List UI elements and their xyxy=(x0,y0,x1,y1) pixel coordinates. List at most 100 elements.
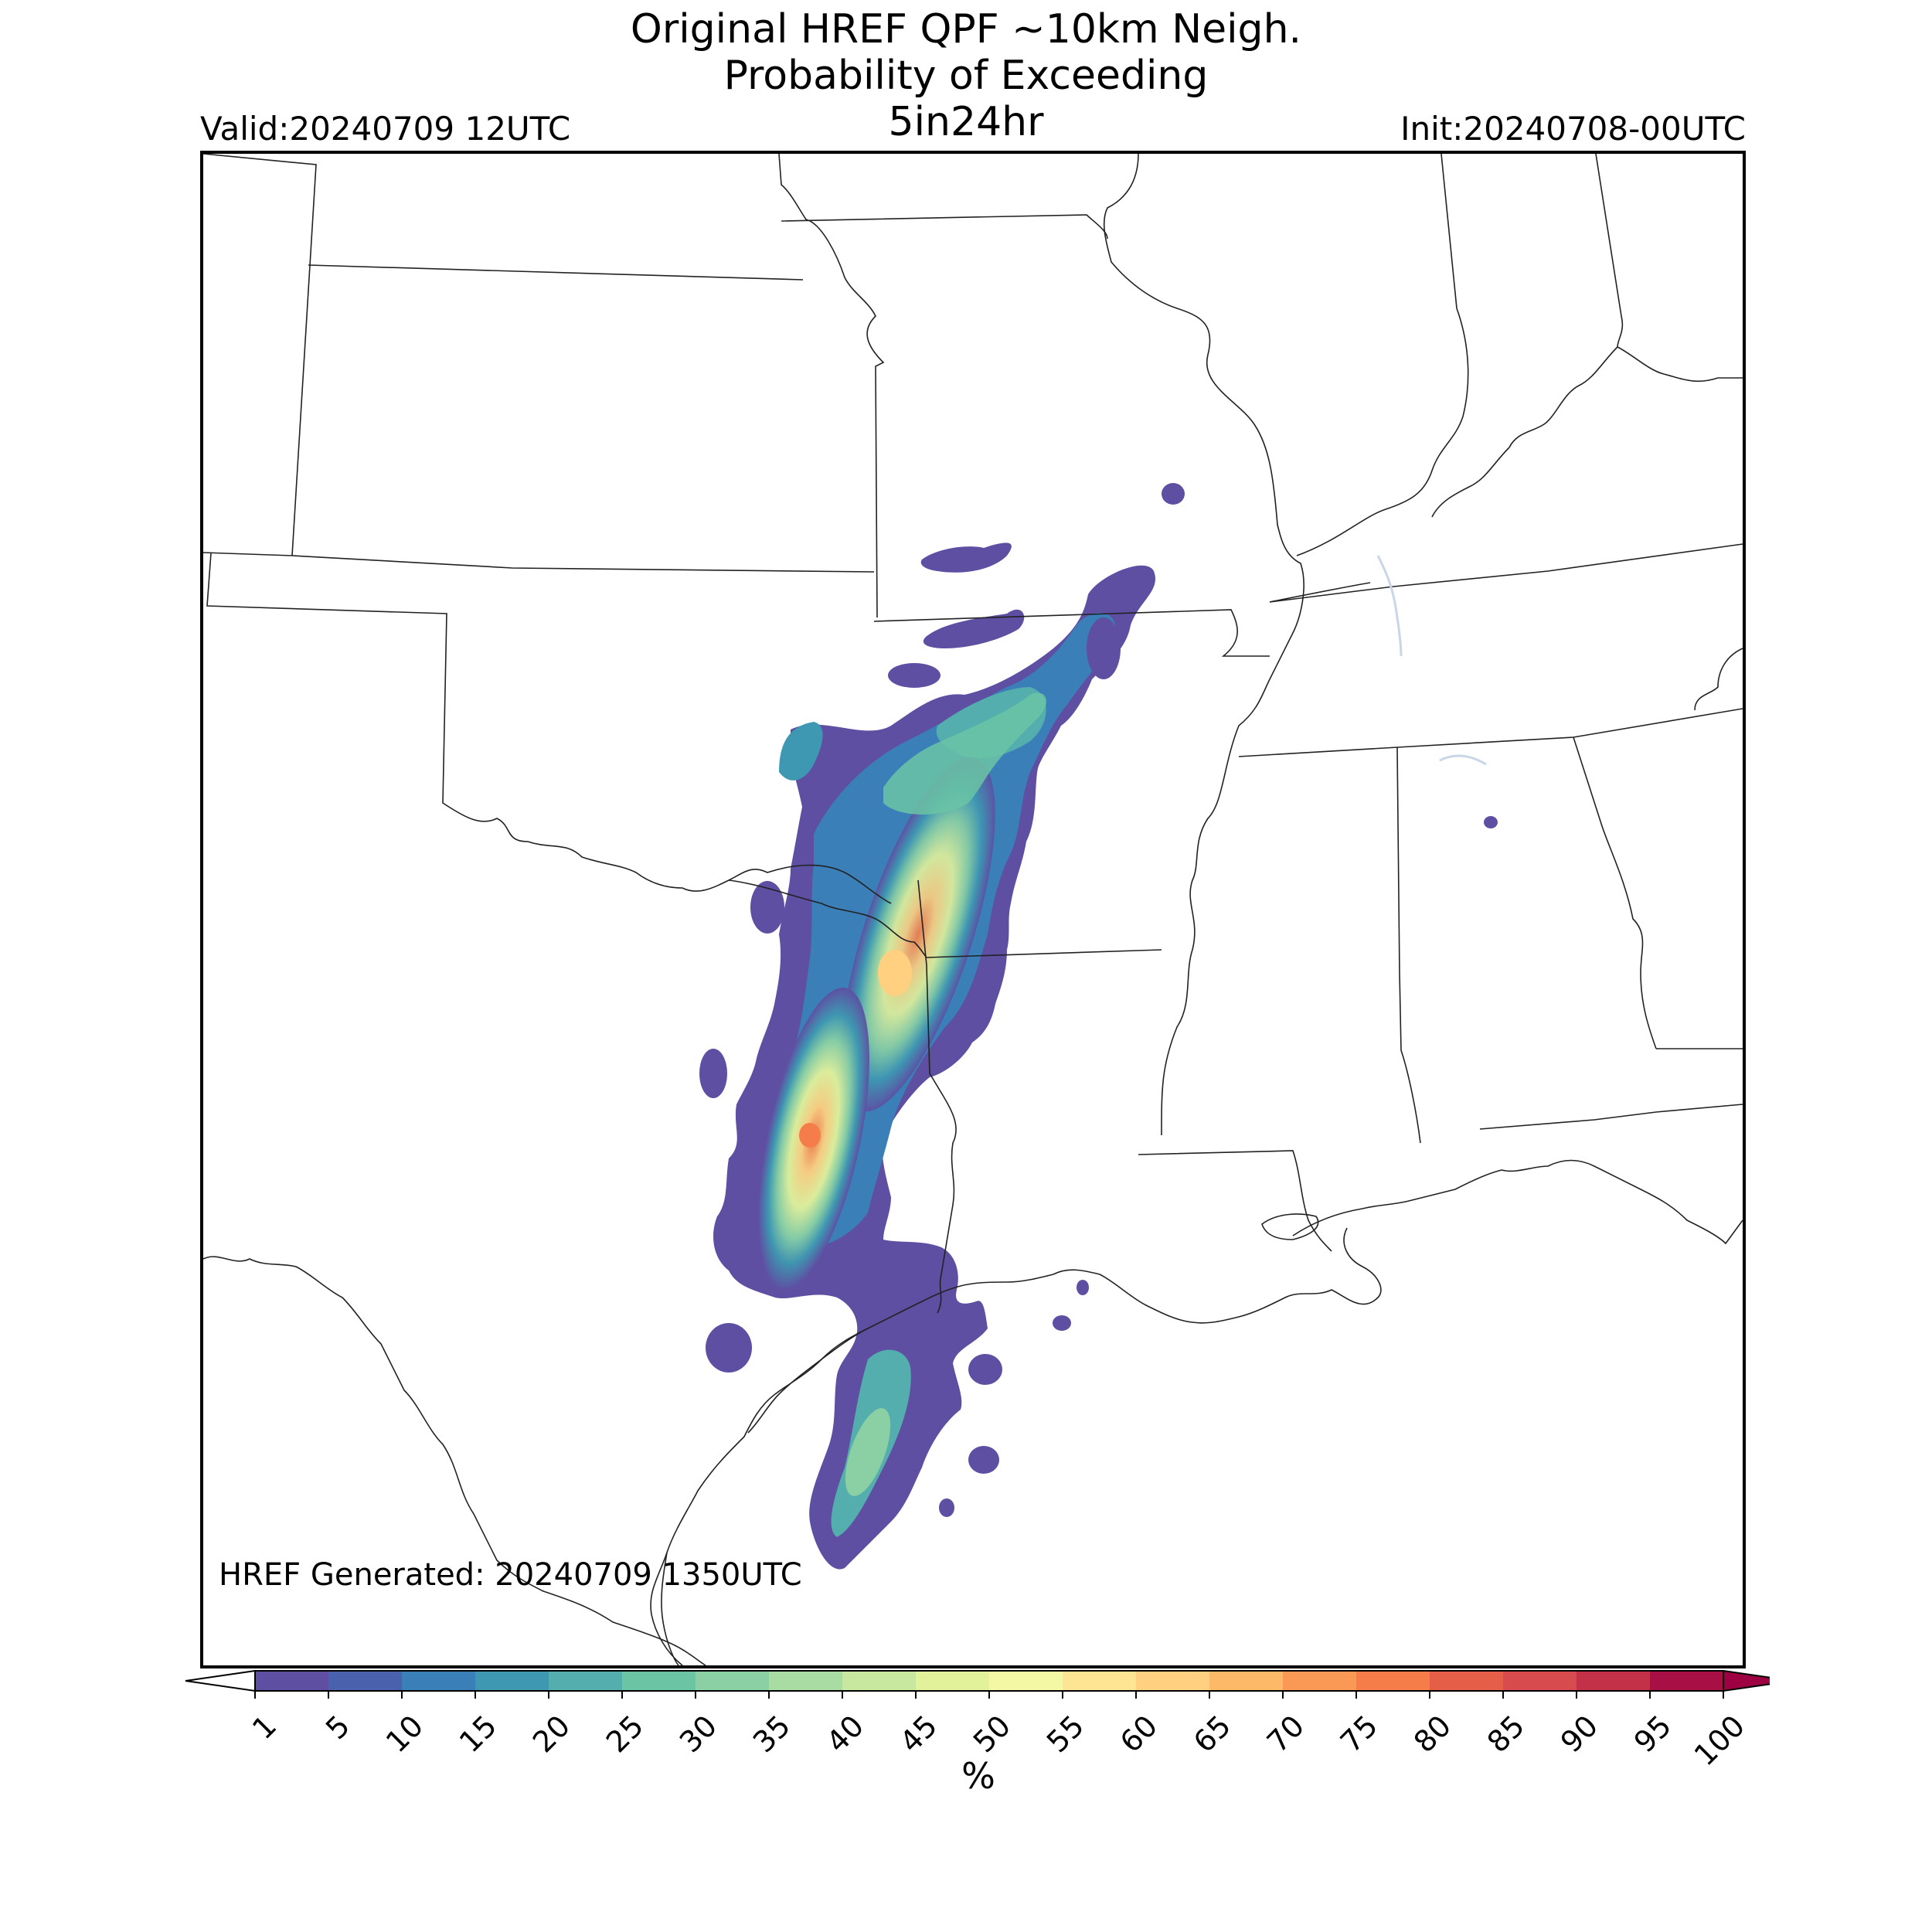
lakes xyxy=(1376,555,1487,766)
colorbar-bin-40 xyxy=(842,1671,917,1691)
tennessee-mississippi-border xyxy=(1238,708,1743,757)
ohio-river-kentucky xyxy=(1431,346,1618,518)
mississippi-alabama-border xyxy=(1396,747,1421,1144)
title-line-3: 5in24hr xyxy=(888,99,1044,145)
missouri-illinois-river xyxy=(1103,154,1304,1136)
red-river-texas-oklahoma xyxy=(728,879,927,958)
probability-map xyxy=(203,154,1743,1665)
colorbar-bin-10 xyxy=(402,1671,476,1691)
rain-cell-texas-south xyxy=(706,1323,752,1372)
rain-max xyxy=(799,1123,821,1148)
rain-band-oklahoma-arm xyxy=(779,722,823,781)
gulf-coastline-louisiana xyxy=(1053,1227,1382,1324)
init-time-label: Init:20240708-00UTC xyxy=(1400,110,1746,148)
colorbar-bin-95 xyxy=(1650,1671,1724,1691)
colorbar-tick-label: 15 xyxy=(453,1709,503,1759)
colorbar-tick-label: 45 xyxy=(893,1709,944,1759)
texas-arkansas-border xyxy=(917,879,944,1097)
gulf-coastline-texas xyxy=(650,1274,1054,1665)
colorbar-bin-55 xyxy=(1063,1671,1137,1691)
colorbar-tick-label: 95 xyxy=(1628,1709,1678,1759)
colorbar-tick-label: 85 xyxy=(1481,1709,1531,1759)
texas-louisiana-border xyxy=(937,1096,957,1314)
illinois-indiana-border xyxy=(1296,154,1469,556)
colorbar-tick-label: 1 xyxy=(246,1709,283,1746)
colorbar-tick-label: 80 xyxy=(1407,1709,1458,1759)
colorbar-tick-label: 65 xyxy=(1187,1709,1237,1759)
louisiana-mississippi-border xyxy=(1138,1150,1332,1252)
colorbar-bin-60 xyxy=(1136,1671,1210,1691)
rain-cell-gulf-3 xyxy=(939,1498,954,1517)
matagorda-barrier xyxy=(747,1328,869,1434)
colorbar-tick-label: 90 xyxy=(1554,1709,1604,1759)
indiana-ohio-river xyxy=(1595,154,1743,383)
illinois-kentucky-border xyxy=(1269,582,1371,603)
tennessee-east-boundary xyxy=(1694,648,1743,711)
kentucky-tennessee-border xyxy=(1269,543,1743,603)
colorbar-bin-75 xyxy=(1356,1671,1430,1691)
title-line-1: Original HREF QPF ~10km Neigh. xyxy=(630,6,1302,53)
oklahoma-panhandle xyxy=(206,553,892,904)
colorbar-tick-label: 35 xyxy=(747,1709,797,1759)
colorbar-bin-30 xyxy=(696,1671,770,1691)
colorbar-bin-70 xyxy=(1283,1671,1357,1691)
rain-gulf-core xyxy=(845,1408,891,1496)
colorbar-tick-label: 40 xyxy=(820,1709,870,1759)
colorbar-bin-20 xyxy=(549,1671,623,1691)
rain-band-core-north xyxy=(841,757,995,1112)
colorbar-bin-1 xyxy=(255,1671,329,1691)
colorbar-tick-label: 5 xyxy=(319,1709,356,1746)
rain-cell-missouri xyxy=(1162,483,1185,505)
alabama-georgia-border xyxy=(1573,736,1657,1049)
colorbar-bin-5 xyxy=(328,1671,403,1691)
colorbar-tick-label: 100 xyxy=(1688,1709,1751,1772)
colorbar-under-extension xyxy=(185,1669,256,1692)
colorbar-tick-label: 50 xyxy=(967,1709,1017,1759)
colorbar-bin-65 xyxy=(1209,1671,1284,1691)
iowa-missouri-border xyxy=(781,214,1108,240)
colorado-kansas-border xyxy=(203,154,317,556)
missouri-kansas-border xyxy=(778,154,885,618)
guntersville-lake xyxy=(1439,754,1487,766)
texas-mexico-border xyxy=(203,1256,706,1665)
pontchartrain xyxy=(1261,1213,1319,1240)
nebraska-kansas-border xyxy=(308,264,804,281)
map-panel: HREF Generated: 20240709 1350UTC xyxy=(200,151,1746,1668)
colorbar: 1 5 10 15 20 25 30 35 40 45 50 55 60 65 70 75 80 85 90 95 10… xyxy=(185,1669,1770,1772)
padre-island xyxy=(661,1552,679,1665)
rain-cell-gulf-1 xyxy=(968,1354,1002,1385)
valid-time-label: Valid:20240709 12UTC xyxy=(200,110,571,148)
rain-cell-arkansas-ne xyxy=(1087,617,1121,679)
state-boundaries xyxy=(203,154,1743,1665)
colorbar-bin-80 xyxy=(1430,1671,1504,1691)
colorbar-unit-label: % xyxy=(961,1755,995,1797)
rain-cell-louisiana-2 xyxy=(1077,1280,1089,1295)
rain-band-upper-arm xyxy=(883,692,1046,815)
rain-cell-gulf-2 xyxy=(968,1446,999,1474)
rain-cell-louisiana xyxy=(1053,1315,1071,1331)
probability-shading xyxy=(699,483,1498,1570)
colorbar-bin-15 xyxy=(475,1671,549,1691)
arkansas-louisiana-border xyxy=(926,949,1162,958)
colorbar-bin-90 xyxy=(1577,1671,1651,1691)
colorbar-over-extension xyxy=(1723,1669,1770,1692)
colorbar-tick-label: 70 xyxy=(1260,1709,1311,1759)
gulf-coastline-mississippi xyxy=(1292,1159,1743,1245)
rain-cell-arkansas-north xyxy=(923,609,1025,648)
title-line-2: Probability of Exceeding xyxy=(723,53,1209,99)
kentucky-lake xyxy=(1376,555,1403,657)
colorbar-bin-25 xyxy=(622,1671,696,1691)
colorbar-bin-50 xyxy=(989,1671,1063,1691)
rain-cell-alabama xyxy=(1484,816,1498,828)
colorbar-tick-label: 55 xyxy=(1040,1709,1090,1759)
rain-cell-arkansas-west xyxy=(888,663,940,688)
colorbar-tick-label: 60 xyxy=(1114,1709,1164,1759)
rain-band-outer xyxy=(713,565,1156,1570)
rain-cell-texas-west xyxy=(699,1049,727,1098)
rain-cell-oklahoma-se xyxy=(750,881,784,934)
colorbar-bin-45 xyxy=(916,1671,990,1691)
colorbar-tick-label: 75 xyxy=(1334,1709,1384,1759)
missouri-arkansas-border xyxy=(873,609,1270,657)
colorbar-tick-label: 30 xyxy=(673,1709,723,1759)
rain-cell-missouri-south xyxy=(920,543,1012,573)
